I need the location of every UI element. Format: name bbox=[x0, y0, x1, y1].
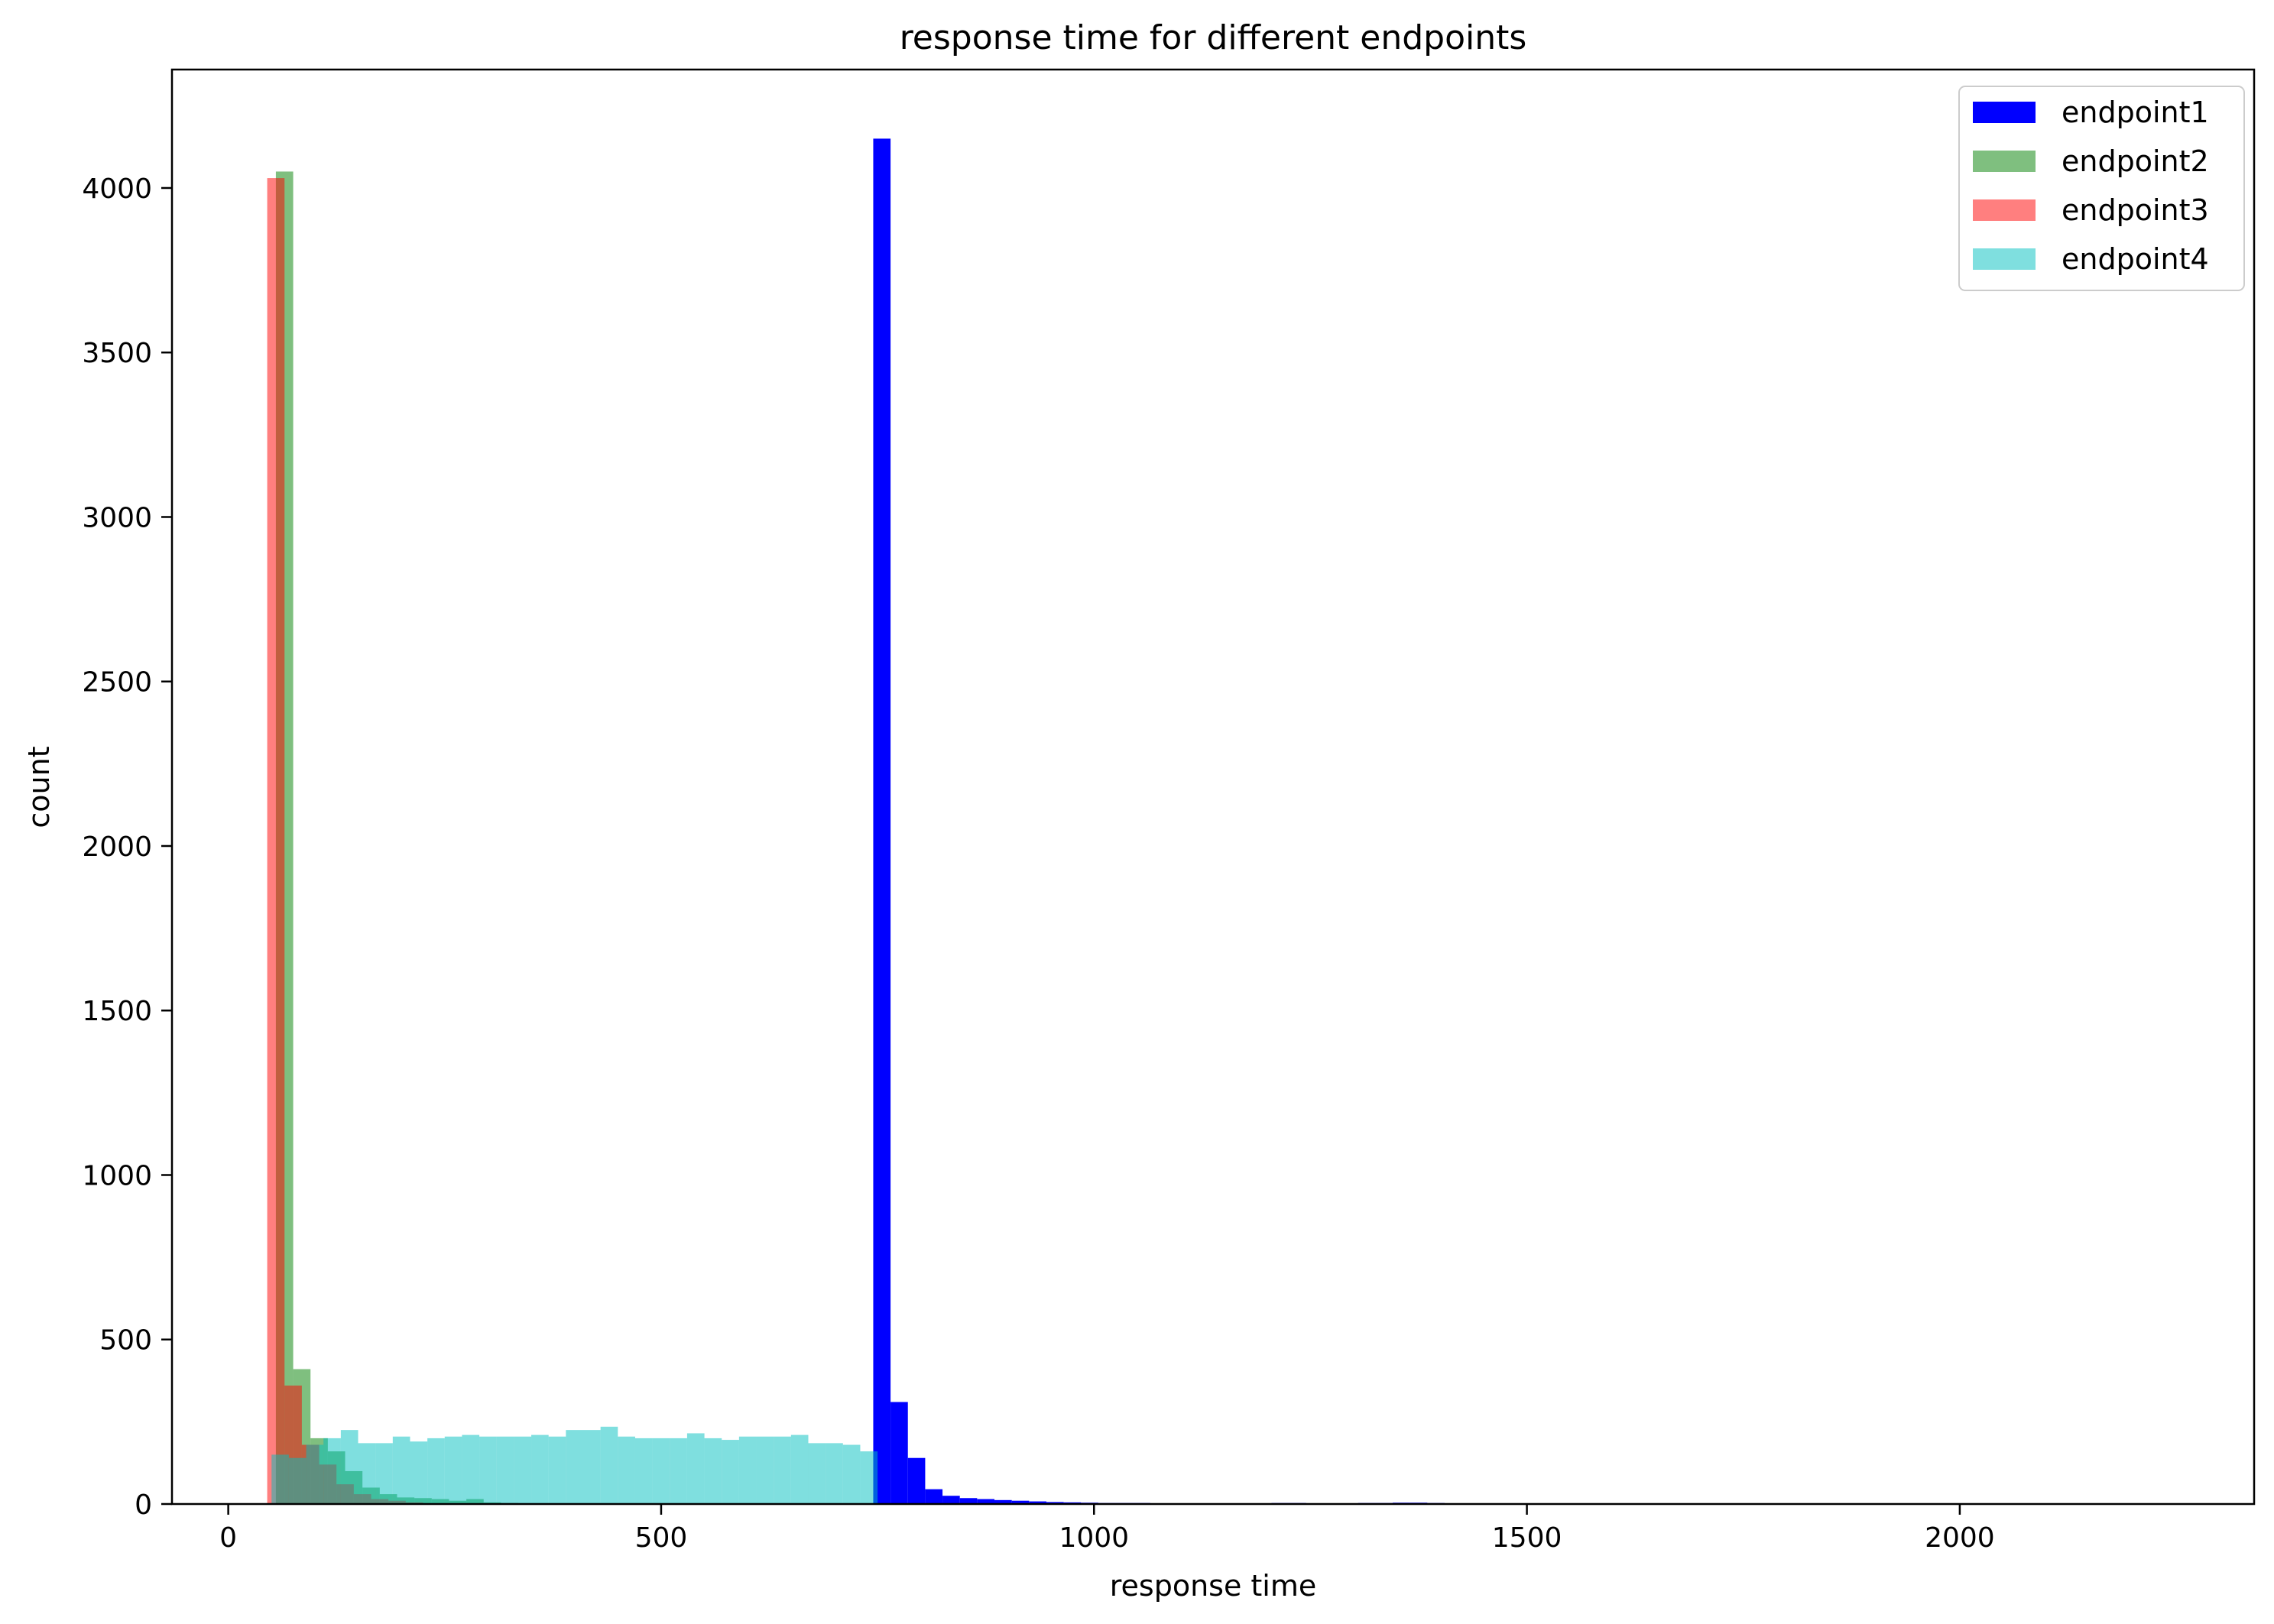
bar-endpoint4-33 bbox=[842, 1444, 861, 1504]
legend-swatch-endpoint4 bbox=[1973, 248, 2036, 270]
bar-endpoint4-31 bbox=[808, 1443, 826, 1504]
bar-endpoint4-4 bbox=[340, 1430, 358, 1504]
bar-endpoint4-23 bbox=[670, 1438, 687, 1504]
legend-label-endpoint1: endpoint1 bbox=[2062, 96, 2209, 129]
bar-endpoint1-7 bbox=[994, 1499, 1012, 1504]
bar-endpoint4-3 bbox=[323, 1438, 341, 1504]
plot-frame bbox=[170, 68, 2256, 1506]
bar-endpoint4-29 bbox=[774, 1436, 791, 1504]
bar-endpoint4-0 bbox=[271, 1454, 289, 1504]
bar-endpoint3-0 bbox=[267, 178, 285, 1504]
bar-endpoint4-15 bbox=[531, 1434, 549, 1504]
bar-endpoint4-9 bbox=[427, 1438, 445, 1504]
bar-endpoint4-26 bbox=[722, 1440, 739, 1504]
bar-endpoint1-4 bbox=[942, 1496, 960, 1504]
bar-endpoint1-2 bbox=[907, 1457, 926, 1504]
bar-endpoint4-18 bbox=[583, 1430, 601, 1504]
bar-endpoint4-2 bbox=[306, 1444, 324, 1504]
x-tick-label: 2000 bbox=[1925, 1522, 1995, 1554]
bar-endpoint4-7 bbox=[392, 1436, 410, 1504]
bar-endpoint4-34 bbox=[860, 1451, 878, 1504]
bar-endpoint4-14 bbox=[514, 1436, 532, 1504]
bars-layer bbox=[267, 138, 1532, 1504]
legend-label-endpoint4: endpoint4 bbox=[2062, 242, 2209, 276]
series-endpoint4 bbox=[271, 1426, 878, 1504]
legend-swatch-endpoint1 bbox=[1973, 102, 2036, 123]
legend: endpoint1 endpoint2 endpoint3 endpoint4 bbox=[1958, 86, 2245, 291]
y-axis-label: count bbox=[22, 746, 56, 828]
legend-swatch-endpoint2 bbox=[1973, 151, 2036, 172]
bar-endpoint4-17 bbox=[566, 1430, 584, 1504]
bar-endpoint4-30 bbox=[790, 1434, 809, 1504]
bar-endpoint4-8 bbox=[410, 1441, 428, 1504]
bar-endpoint4-10 bbox=[444, 1436, 462, 1504]
bar-endpoint4-25 bbox=[704, 1438, 722, 1504]
y-tick-label: 1500 bbox=[82, 996, 152, 1027]
x-tick-label: 1000 bbox=[1059, 1522, 1129, 1554]
legend-frame bbox=[1958, 86, 2245, 291]
y-tick-label: 500 bbox=[99, 1325, 152, 1357]
bar-endpoint4-16 bbox=[548, 1436, 566, 1504]
y-tick-label: 0 bbox=[135, 1489, 152, 1521]
bar-endpoint1-5 bbox=[959, 1498, 978, 1504]
bar-endpoint1-0 bbox=[873, 138, 891, 1504]
bar-endpoint1-3 bbox=[925, 1489, 943, 1504]
legend-swatch-endpoint3 bbox=[1973, 199, 2036, 221]
bar-endpoint4-27 bbox=[738, 1436, 757, 1504]
ticks-layer: 0 500 1000 1500 2000 0 500 1000 1500 2000 2500 3000… bbox=[82, 173, 1994, 1554]
bar-endpoint1-9 bbox=[1029, 1501, 1046, 1504]
bar-endpoint4-22 bbox=[652, 1438, 670, 1504]
bar-endpoint4-6 bbox=[375, 1443, 393, 1504]
bar-endpoint4-1 bbox=[288, 1457, 307, 1504]
bar-endpoint4-28 bbox=[756, 1436, 774, 1504]
y-tick-label: 1000 bbox=[82, 1160, 152, 1191]
bar-endpoint4-24 bbox=[686, 1433, 705, 1504]
chart-title: response time for different endpoints bbox=[900, 18, 1527, 57]
bar-endpoint1-8 bbox=[1011, 1500, 1030, 1504]
legend-label-endpoint3: endpoint3 bbox=[2062, 193, 2209, 227]
y-tick-label: 4000 bbox=[82, 173, 152, 205]
bar-endpoint4-12 bbox=[479, 1436, 497, 1504]
bar-endpoint1-10 bbox=[1046, 1502, 1064, 1504]
bar-endpoint4-21 bbox=[634, 1438, 653, 1504]
bar-endpoint1-1 bbox=[890, 1402, 908, 1504]
bar-endpoint4-20 bbox=[618, 1436, 635, 1504]
bar-endpoint1-6 bbox=[977, 1499, 995, 1504]
bar-endpoint4-11 bbox=[462, 1434, 480, 1504]
bar-endpoint4-5 bbox=[358, 1443, 376, 1504]
legend-label-endpoint2: endpoint2 bbox=[2062, 144, 2209, 178]
bar-endpoint4-13 bbox=[496, 1436, 514, 1504]
y-tick-label: 2000 bbox=[82, 831, 152, 863]
x-tick-label: 0 bbox=[219, 1522, 237, 1554]
x-tick-label: 500 bbox=[635, 1522, 688, 1554]
bar-endpoint4-32 bbox=[826, 1443, 843, 1504]
bar-endpoint4-19 bbox=[600, 1426, 618, 1504]
y-tick-label: 2500 bbox=[82, 667, 152, 699]
y-tick-label: 3500 bbox=[82, 338, 152, 369]
y-tick-label: 3000 bbox=[82, 502, 152, 533]
x-axis-label: response time bbox=[1110, 1569, 1317, 1603]
x-tick-label: 1500 bbox=[1492, 1522, 1562, 1554]
